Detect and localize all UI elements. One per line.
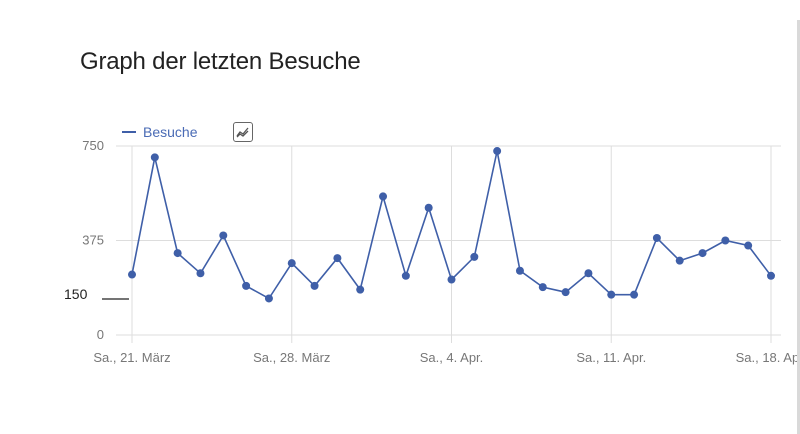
x-tick-label: Sa., 18. Apr.: [736, 350, 800, 365]
data-point[interactable]: [607, 290, 616, 299]
data-point[interactable]: [150, 153, 159, 162]
chart-title: Graph der letzten Besuche: [80, 48, 361, 75]
data-point[interactable]: [652, 233, 661, 242]
data-point[interactable]: [424, 203, 433, 212]
legend-label[interactable]: Besuche: [143, 124, 198, 140]
y-axis: 0 375 750: [82, 138, 104, 342]
data-point[interactable]: [242, 281, 251, 290]
y-tick-label: 0: [97, 327, 104, 342]
legend[interactable]: Besuche: [122, 122, 254, 142]
data-point[interactable]: [721, 236, 730, 245]
data-point[interactable]: [447, 275, 456, 284]
data-point[interactable]: [675, 256, 684, 265]
x-tick-label: Sa., 21. März: [93, 350, 170, 365]
x-tick-label: Sa., 11. Apr.: [576, 350, 646, 365]
data-point[interactable]: [401, 271, 410, 280]
data-point[interactable]: [310, 281, 319, 290]
data-point[interactable]: [264, 294, 273, 303]
data-point[interactable]: [333, 254, 342, 263]
data-point[interactable]: [630, 290, 639, 299]
data-point[interactable]: [584, 269, 593, 278]
data-point[interactable]: [515, 266, 524, 275]
x-tick-label: Sa., 4. Apr.: [420, 350, 484, 365]
data-point[interactable]: [538, 283, 547, 292]
data-point[interactable]: [287, 259, 296, 268]
data-point[interactable]: [470, 252, 479, 261]
data-point[interactable]: [128, 270, 136, 279]
chart-toggle-icon[interactable]: [233, 122, 254, 142]
panel-edge: [797, 20, 800, 434]
y-tick-label: 750: [82, 138, 104, 153]
series-points: [128, 147, 775, 303]
x-axis: Sa., 21. März Sa., 28. März Sa., 4. Apr. Sa…: [93, 350, 800, 365]
x-tick-label: Sa., 28. März: [253, 350, 330, 365]
grid: [116, 145, 781, 343]
data-point[interactable]: [744, 241, 753, 250]
y-tick-label: 375: [82, 233, 104, 248]
data-point[interactable]: [173, 249, 182, 258]
annotation-label: 150: [64, 286, 88, 302]
data-point[interactable]: [493, 147, 502, 156]
legend-swatch: [122, 131, 136, 133]
data-point[interactable]: [379, 192, 388, 201]
data-point[interactable]: [356, 285, 365, 294]
data-point[interactable]: [561, 288, 570, 297]
data-point[interactable]: [698, 249, 707, 258]
data-point[interactable]: [767, 271, 775, 280]
data-point[interactable]: [196, 269, 205, 278]
data-point[interactable]: [219, 231, 228, 240]
